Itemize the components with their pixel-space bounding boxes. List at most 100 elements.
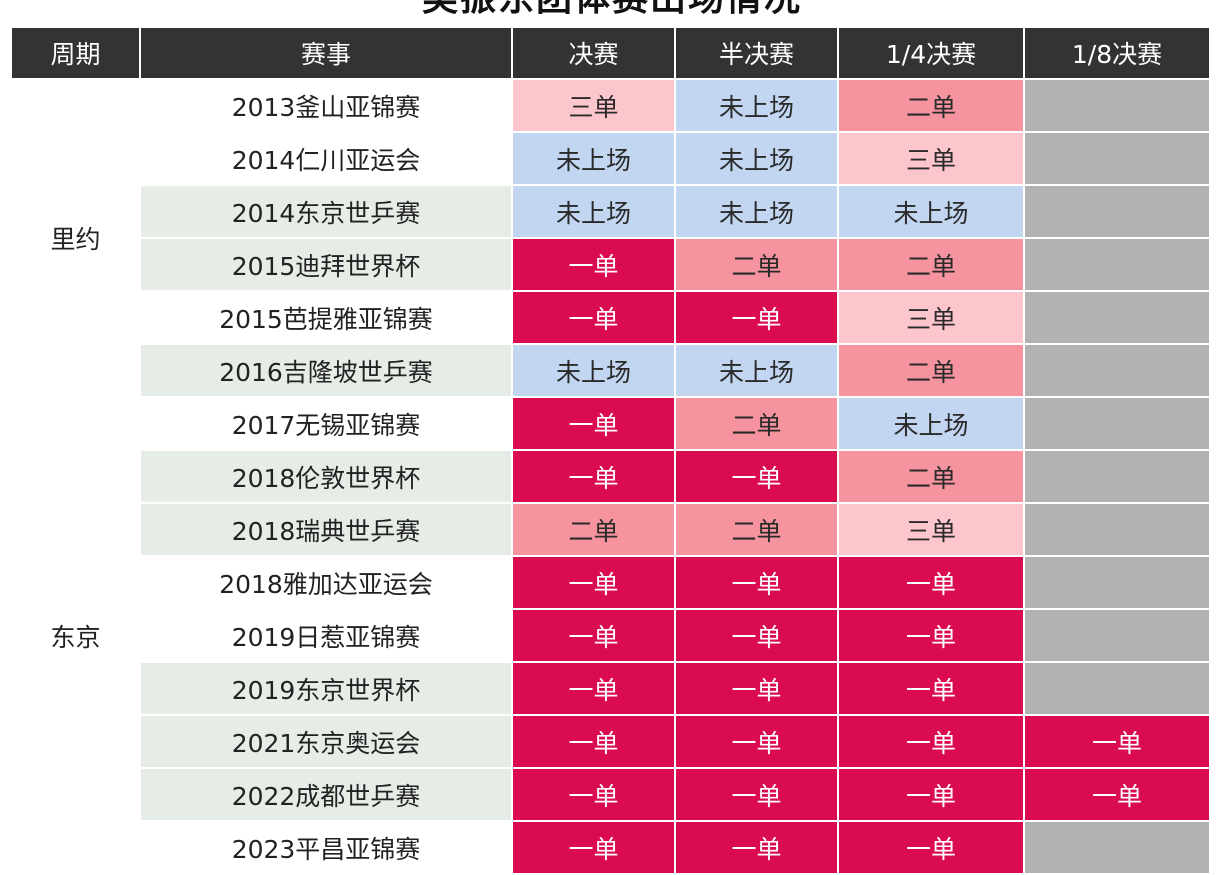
result-cell bbox=[1024, 556, 1211, 610]
result-cell: 未上场 bbox=[838, 397, 1025, 451]
result-cell: 一单 bbox=[675, 609, 839, 663]
event-name: 2022成都世乒赛 bbox=[140, 768, 513, 822]
result-cell: 一单 bbox=[675, 556, 839, 610]
result-cell: 一单 bbox=[512, 821, 676, 875]
result-cell bbox=[1024, 132, 1211, 186]
result-cell bbox=[1024, 821, 1211, 875]
event-name: 2018伦敦世界杯 bbox=[140, 450, 513, 504]
result-cell: 二单 bbox=[838, 79, 1025, 133]
header-event: 赛事 bbox=[140, 28, 513, 80]
table-row: 2018雅加达亚运会 一单 一单 一单 bbox=[12, 556, 1211, 610]
header-final: 决赛 bbox=[512, 28, 676, 80]
result-cell: 一单 bbox=[675, 291, 839, 345]
table-row: 2014仁川亚运会 未上场 未上场 三单 bbox=[12, 132, 1211, 186]
table-row: 2019日惹亚锦赛 一单 一单 一单 bbox=[12, 609, 1211, 663]
result-cell bbox=[1024, 185, 1211, 239]
result-cell bbox=[1024, 503, 1211, 557]
header-semifinal: 半决赛 bbox=[675, 28, 839, 80]
result-cell: 一单 bbox=[838, 556, 1025, 610]
result-cell: 一单 bbox=[838, 768, 1025, 822]
event-name: 2017无锡亚锦赛 bbox=[140, 397, 513, 451]
result-cell: 未上场 bbox=[675, 79, 839, 133]
result-cell bbox=[1024, 291, 1211, 345]
table-row: 里约 2013釜山亚锦赛 三单 未上场 二单 bbox=[12, 79, 1211, 398]
result-cell: 未上场 bbox=[512, 132, 676, 186]
result-cell: 一单 bbox=[675, 821, 839, 875]
result-cell bbox=[1024, 344, 1211, 398]
event-name: 2023平昌亚锦赛 bbox=[140, 821, 513, 875]
result-cell: 一单 bbox=[838, 609, 1025, 663]
event-name: 2013釜山亚锦赛 bbox=[140, 79, 513, 133]
result-cell: 一单 bbox=[512, 609, 676, 663]
result-cell: 一单 bbox=[512, 238, 676, 292]
event-name: 2019日惹亚锦赛 bbox=[140, 609, 513, 663]
table-row: 2014东京世乒赛 未上场 未上场 未上场 bbox=[12, 185, 1211, 239]
event-name: 2014东京世乒赛 bbox=[140, 185, 513, 239]
table-row: 2016吉隆坡世乒赛 未上场 未上场 二单 bbox=[12, 344, 1211, 398]
result-cell: 一单 bbox=[675, 662, 839, 716]
result-cell: 二单 bbox=[838, 238, 1025, 292]
table-row: 2019东京世界杯 一单 一单 一单 bbox=[12, 662, 1211, 716]
table-row: 2018伦敦世界杯 一单 一单 二单 bbox=[12, 450, 1211, 504]
result-cell bbox=[1024, 79, 1211, 133]
result-cell: 一单 bbox=[838, 821, 1025, 875]
result-cell: 未上场 bbox=[512, 344, 676, 398]
event-name: 2015迪拜世界杯 bbox=[140, 238, 513, 292]
result-cell bbox=[1024, 450, 1211, 504]
result-cell: 二单 bbox=[675, 397, 839, 451]
table-row: 2022成都世乒赛 一单 一单 一单 一单 bbox=[12, 768, 1211, 822]
result-cell: 三单 bbox=[512, 79, 676, 133]
result-cell: 三单 bbox=[838, 132, 1025, 186]
result-cell: 二单 bbox=[512, 503, 676, 557]
header-quarterfinal: 1/4决赛 bbox=[838, 28, 1025, 80]
event-name: 2018雅加达亚运会 bbox=[140, 556, 513, 610]
result-cell: 未上场 bbox=[512, 185, 676, 239]
table-row: 2023平昌亚锦赛 一单 一单 一单 bbox=[12, 821, 1211, 875]
result-cell: 一单 bbox=[838, 662, 1025, 716]
result-cell: 一单 bbox=[512, 397, 676, 451]
result-cell: 一单 bbox=[675, 450, 839, 504]
header-round-of-16: 1/8决赛 bbox=[1024, 28, 1211, 80]
result-cell bbox=[1024, 397, 1211, 451]
period-cell: 里约 bbox=[12, 79, 141, 398]
result-cell: 三单 bbox=[838, 503, 1025, 557]
result-cell: 一单 bbox=[512, 450, 676, 504]
table-row: 2018瑞典世乒赛 二单 二单 三单 bbox=[12, 503, 1211, 557]
result-cell: 一单 bbox=[1024, 715, 1211, 769]
result-cell: 一单 bbox=[1024, 768, 1211, 822]
result-cell: 未上场 bbox=[675, 132, 839, 186]
result-cell: 二单 bbox=[675, 503, 839, 557]
result-cell: 未上场 bbox=[675, 185, 839, 239]
event-name: 2018瑞典世乒赛 bbox=[140, 503, 513, 557]
result-cell: 二单 bbox=[838, 344, 1025, 398]
result-cell: 一单 bbox=[512, 715, 676, 769]
event-name: 2014仁川亚运会 bbox=[140, 132, 513, 186]
event-name: 2016吉隆坡世乒赛 bbox=[140, 344, 513, 398]
result-cell bbox=[1024, 609, 1211, 663]
table-row: 2021东京奥运会 一单 一单 一单 一单 bbox=[12, 715, 1211, 769]
result-cell: 一单 bbox=[838, 715, 1025, 769]
result-cell: 一单 bbox=[512, 556, 676, 610]
event-name: 2019东京世界杯 bbox=[140, 662, 513, 716]
result-cell bbox=[1024, 662, 1211, 716]
header-row: 周期 赛事 决赛 半决赛 1/4决赛 1/8决赛 bbox=[12, 28, 1211, 80]
header-period: 周期 bbox=[12, 28, 141, 80]
result-cell: 三单 bbox=[838, 291, 1025, 345]
result-cell: 一单 bbox=[512, 768, 676, 822]
appearance-table: 周期 赛事 决赛 半决赛 1/4决赛 1/8决赛 里约 2013釜山亚锦赛 三单… bbox=[12, 28, 1211, 875]
result-cell: 一单 bbox=[675, 768, 839, 822]
page-title: 樊振东团体赛出场情况 bbox=[0, 0, 1224, 24]
result-cell: 未上场 bbox=[675, 344, 839, 398]
result-cell: 一单 bbox=[512, 291, 676, 345]
result-cell: 一单 bbox=[512, 662, 676, 716]
result-cell bbox=[1024, 238, 1211, 292]
result-cell: 二单 bbox=[675, 238, 839, 292]
table-row: 2015迪拜世界杯 一单 二单 二单 bbox=[12, 238, 1211, 292]
result-cell: 一单 bbox=[675, 715, 839, 769]
period-cell: 东京 bbox=[12, 397, 141, 875]
table-row: 东京 2017无锡亚锦赛 一单 二单 未上场 bbox=[12, 397, 1211, 875]
event-name: 2015芭提雅亚锦赛 bbox=[140, 291, 513, 345]
table-row: 2015芭提雅亚锦赛 一单 一单 三单 bbox=[12, 291, 1211, 345]
result-cell: 二单 bbox=[838, 450, 1025, 504]
result-cell: 未上场 bbox=[838, 185, 1025, 239]
